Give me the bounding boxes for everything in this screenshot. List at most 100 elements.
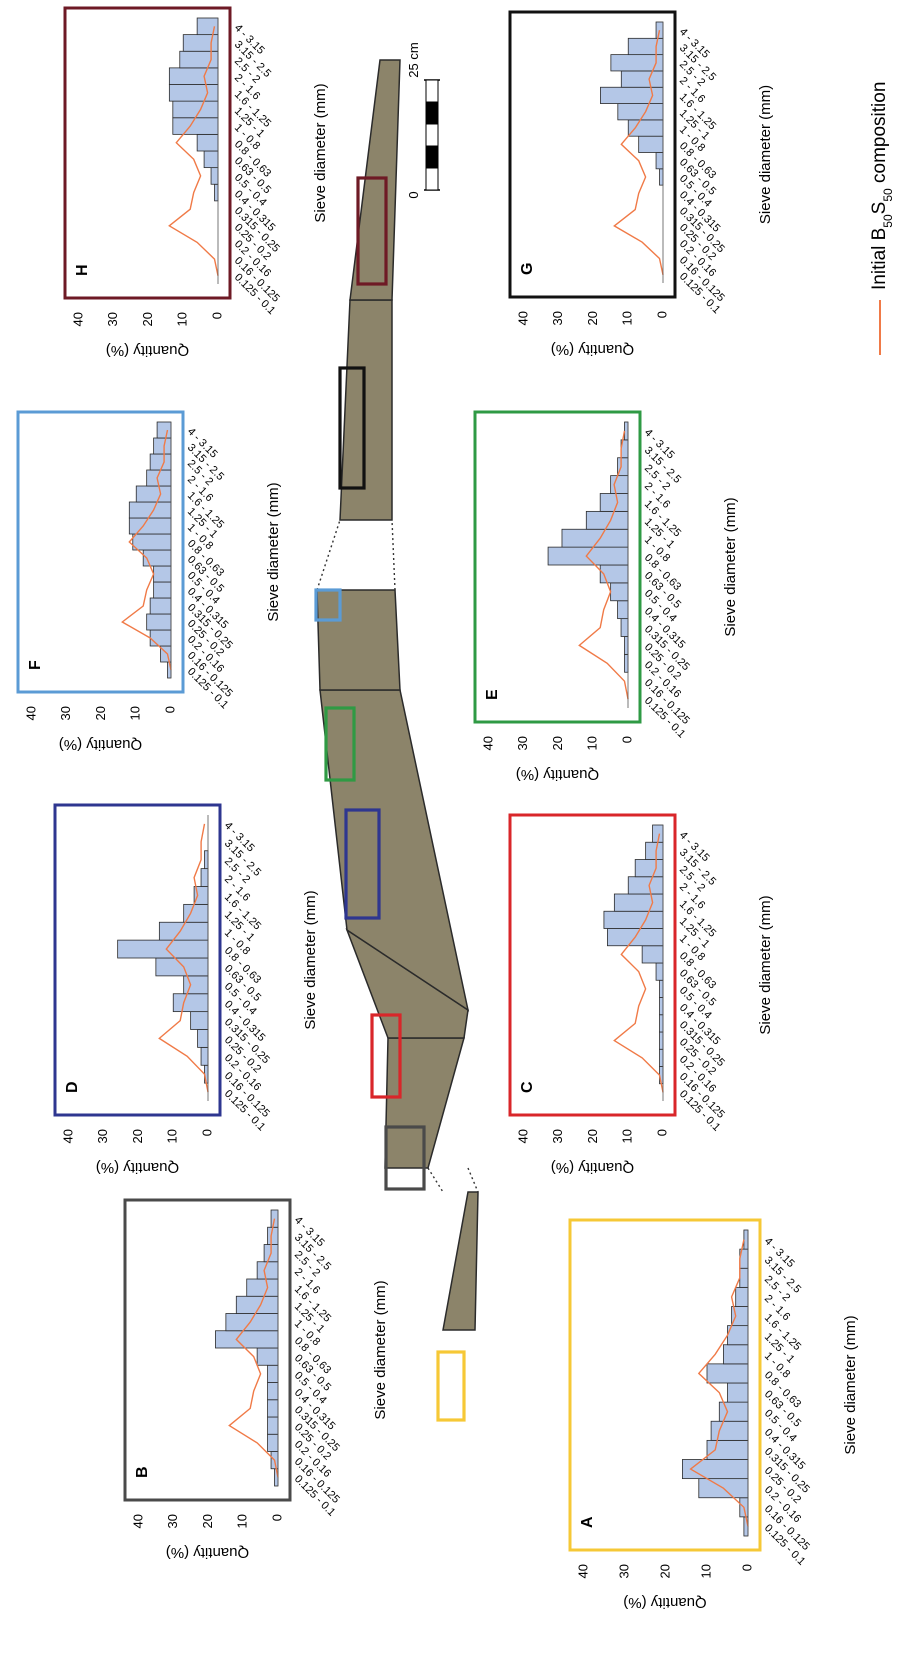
scale-bar-end-label: 25 cm bbox=[406, 42, 421, 77]
histogram-bar bbox=[146, 613, 172, 631]
y-tick-label: 40 bbox=[480, 736, 495, 750]
core-gap-connector bbox=[427, 1167, 444, 1193]
panel-plot: C bbox=[519, 824, 664, 1101]
x-axis-title: Sieve diameter (mm) bbox=[265, 482, 282, 621]
histogram-bar bbox=[739, 1267, 749, 1288]
y-axis-title: Quantity (%) bbox=[106, 342, 189, 359]
histogram-bar bbox=[624, 421, 629, 441]
y-tick-label: 30 bbox=[165, 1514, 180, 1528]
x-axis-title: Sieve diameter (mm) bbox=[372, 1280, 389, 1419]
x-axis-title: Sieve diameter (mm) bbox=[842, 1315, 859, 1454]
histogram-bar bbox=[634, 859, 664, 878]
histogram-bar bbox=[617, 600, 629, 620]
y-tick-label: 20 bbox=[93, 706, 108, 720]
sediment-core bbox=[314, 59, 479, 1422]
panel-letter-label: C bbox=[519, 1081, 536, 1093]
histogram-bar bbox=[610, 54, 664, 72]
core-sample-box-h bbox=[356, 176, 388, 286]
panel-letter-label: G bbox=[519, 263, 536, 275]
histogram-bar bbox=[200, 868, 209, 887]
panel-letter-label: D bbox=[64, 1081, 81, 1093]
legend-suffix: composition bbox=[869, 82, 890, 189]
panel-letter-label: A bbox=[579, 1516, 596, 1528]
histogram-bar bbox=[215, 1330, 279, 1349]
histogram-bar bbox=[204, 850, 209, 870]
panel-plot: A bbox=[579, 1229, 749, 1537]
histogram-bar bbox=[153, 581, 172, 599]
y-tick-label: 20 bbox=[140, 312, 155, 326]
histogram-bar bbox=[706, 1439, 749, 1460]
core-sample-box-g bbox=[338, 366, 366, 490]
panel-plot: D bbox=[64, 815, 209, 1101]
histogram-bar bbox=[267, 1433, 279, 1452]
histogram-bar bbox=[246, 1278, 279, 1297]
panel-plot: G bbox=[519, 21, 664, 283]
histogram-bar bbox=[659, 979, 664, 998]
histogram-bar bbox=[627, 876, 664, 895]
core-sample-box-f bbox=[314, 588, 342, 622]
core-segment bbox=[442, 1191, 479, 1331]
histogram-bar bbox=[613, 893, 664, 912]
panel-letter-label: B bbox=[134, 1466, 151, 1478]
histogram-bar bbox=[659, 997, 664, 1016]
legend-prefix: Initial B bbox=[869, 228, 890, 290]
histogram-bar bbox=[645, 841, 664, 860]
y-tick-label: 30 bbox=[616, 1564, 631, 1578]
histogram-bar bbox=[183, 975, 209, 995]
y-tick-label: 10 bbox=[165, 1129, 180, 1143]
panel-letter-label: E bbox=[484, 689, 501, 700]
core-sample-box-a bbox=[436, 1350, 466, 1422]
legend-mid: S bbox=[869, 202, 890, 215]
x-axis-title: Sieve diameter (mm) bbox=[757, 895, 774, 1034]
histogram-bar bbox=[172, 100, 219, 119]
y-tick-label: 40 bbox=[70, 312, 85, 326]
histogram-bar bbox=[153, 437, 172, 455]
histogram-bar bbox=[655, 962, 664, 981]
histogram-bar bbox=[225, 1313, 279, 1332]
y-tick-label: 10 bbox=[585, 736, 600, 750]
histogram-bar bbox=[197, 1029, 209, 1048]
y-tick-label: 10 bbox=[620, 1129, 635, 1143]
y-tick-label: 10 bbox=[620, 311, 635, 325]
initial-composition-line bbox=[613, 30, 664, 275]
histogram-bar bbox=[200, 1046, 209, 1066]
y-tick-label: 0 bbox=[209, 312, 224, 319]
y-tick-label: 40 bbox=[515, 311, 530, 325]
histogram-bar bbox=[620, 70, 664, 88]
legend: Initial B50S50 composition bbox=[869, 82, 895, 355]
scale-bar-segment bbox=[425, 145, 439, 169]
histogram-bar bbox=[155, 957, 209, 977]
scale-bar-zero-label: 0 bbox=[406, 191, 421, 198]
core-sample-box-c bbox=[370, 1013, 402, 1099]
y-tick-label: 30 bbox=[95, 1129, 110, 1143]
histogram-bar bbox=[655, 152, 664, 170]
histogram-bar bbox=[610, 475, 629, 494]
y-tick-label: 40 bbox=[130, 1514, 145, 1528]
core-sample-box-b bbox=[384, 1125, 426, 1191]
y-tick-label: 20 bbox=[585, 1129, 600, 1143]
histogram-bar bbox=[743, 1229, 749, 1250]
core-gap-connector bbox=[467, 1167, 479, 1193]
scale-bar: 0 25 cm bbox=[406, 42, 440, 199]
y-tick-label: 40 bbox=[575, 1564, 590, 1578]
histogram-bar bbox=[722, 1344, 749, 1365]
histogram-bar bbox=[599, 493, 629, 512]
y-tick-label: 30 bbox=[550, 311, 565, 325]
y-tick-label: 30 bbox=[515, 736, 530, 750]
x-axis-title: Sieve diameter (mm) bbox=[302, 890, 319, 1029]
y-tick-label: 30 bbox=[105, 312, 120, 326]
histogram-bar bbox=[706, 1363, 749, 1384]
histogram-bar bbox=[132, 533, 172, 551]
initial-composition-line bbox=[613, 833, 664, 1093]
panel-letter-label: F bbox=[27, 660, 44, 670]
y-tick-label: 0 bbox=[199, 1129, 214, 1136]
y-axis-title: Quantity (%) bbox=[551, 1159, 634, 1176]
y-axis-title: Quantity (%) bbox=[59, 736, 142, 753]
legend-sub2: 50 bbox=[881, 188, 895, 202]
